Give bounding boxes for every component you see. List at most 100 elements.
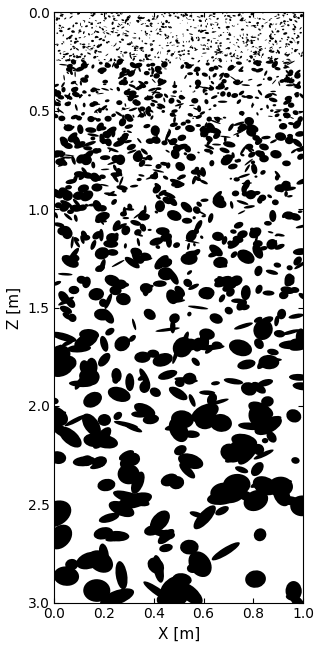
Ellipse shape [130, 80, 134, 83]
Ellipse shape [150, 31, 152, 32]
Ellipse shape [75, 104, 78, 111]
Ellipse shape [169, 584, 188, 605]
Ellipse shape [85, 25, 87, 27]
Ellipse shape [62, 255, 78, 267]
Ellipse shape [129, 110, 133, 111]
Ellipse shape [92, 24, 93, 25]
Ellipse shape [121, 226, 130, 235]
Ellipse shape [138, 67, 141, 72]
Ellipse shape [161, 14, 163, 15]
Ellipse shape [133, 152, 143, 162]
Ellipse shape [76, 56, 79, 58]
Ellipse shape [90, 88, 95, 92]
Ellipse shape [127, 16, 129, 18]
Ellipse shape [167, 53, 168, 55]
Ellipse shape [192, 40, 194, 42]
Ellipse shape [145, 31, 146, 33]
Ellipse shape [80, 360, 90, 374]
Ellipse shape [291, 52, 292, 54]
Ellipse shape [92, 47, 94, 49]
Ellipse shape [186, 64, 194, 68]
Ellipse shape [197, 152, 200, 153]
Ellipse shape [239, 111, 245, 116]
Ellipse shape [262, 28, 263, 29]
Ellipse shape [152, 169, 164, 173]
Ellipse shape [114, 60, 116, 61]
Ellipse shape [189, 15, 192, 17]
Ellipse shape [257, 38, 259, 40]
Ellipse shape [255, 235, 258, 244]
Ellipse shape [293, 110, 299, 115]
Ellipse shape [124, 133, 129, 136]
Ellipse shape [287, 46, 288, 47]
Ellipse shape [118, 171, 122, 177]
Ellipse shape [173, 12, 175, 14]
Ellipse shape [141, 18, 142, 19]
Ellipse shape [153, 530, 171, 537]
Ellipse shape [165, 20, 168, 23]
Ellipse shape [183, 339, 198, 350]
Ellipse shape [97, 149, 100, 151]
Ellipse shape [253, 40, 255, 41]
Ellipse shape [215, 85, 225, 90]
Ellipse shape [133, 100, 141, 106]
Ellipse shape [292, 83, 297, 86]
Ellipse shape [134, 33, 136, 34]
Ellipse shape [198, 30, 200, 32]
Ellipse shape [283, 212, 295, 219]
Ellipse shape [234, 323, 253, 330]
Ellipse shape [256, 22, 259, 24]
Ellipse shape [254, 27, 256, 28]
Ellipse shape [233, 53, 235, 56]
Ellipse shape [58, 273, 73, 276]
Ellipse shape [126, 453, 140, 466]
Ellipse shape [165, 26, 167, 28]
Ellipse shape [158, 190, 167, 196]
Ellipse shape [283, 20, 286, 23]
Ellipse shape [153, 353, 173, 367]
Ellipse shape [237, 158, 241, 162]
Ellipse shape [146, 20, 149, 21]
Ellipse shape [294, 25, 296, 29]
Ellipse shape [259, 143, 269, 151]
Ellipse shape [148, 59, 152, 60]
Ellipse shape [199, 170, 206, 176]
Ellipse shape [279, 291, 289, 299]
Ellipse shape [230, 42, 231, 43]
Ellipse shape [262, 19, 265, 20]
Ellipse shape [274, 244, 285, 250]
Ellipse shape [220, 34, 222, 36]
Ellipse shape [220, 136, 231, 138]
Ellipse shape [245, 21, 247, 23]
Ellipse shape [89, 46, 91, 47]
Ellipse shape [187, 72, 193, 75]
Ellipse shape [76, 55, 79, 58]
Ellipse shape [116, 154, 125, 165]
Ellipse shape [257, 18, 258, 19]
Ellipse shape [170, 32, 172, 33]
Ellipse shape [83, 392, 102, 408]
Ellipse shape [91, 40, 94, 42]
Ellipse shape [160, 162, 169, 166]
Ellipse shape [48, 421, 71, 439]
Ellipse shape [244, 19, 246, 21]
Ellipse shape [269, 59, 273, 62]
Ellipse shape [287, 14, 288, 15]
Ellipse shape [258, 29, 261, 31]
Ellipse shape [114, 223, 127, 230]
Ellipse shape [241, 304, 250, 310]
Ellipse shape [255, 60, 258, 63]
Ellipse shape [181, 50, 183, 52]
Ellipse shape [90, 177, 101, 180]
Ellipse shape [167, 50, 170, 53]
Ellipse shape [126, 18, 129, 20]
Ellipse shape [279, 47, 282, 48]
Ellipse shape [233, 81, 239, 85]
Ellipse shape [285, 277, 294, 286]
Ellipse shape [213, 131, 216, 134]
Ellipse shape [289, 69, 293, 75]
Ellipse shape [85, 127, 96, 133]
Ellipse shape [255, 175, 257, 178]
Ellipse shape [95, 212, 110, 221]
Ellipse shape [172, 573, 192, 585]
